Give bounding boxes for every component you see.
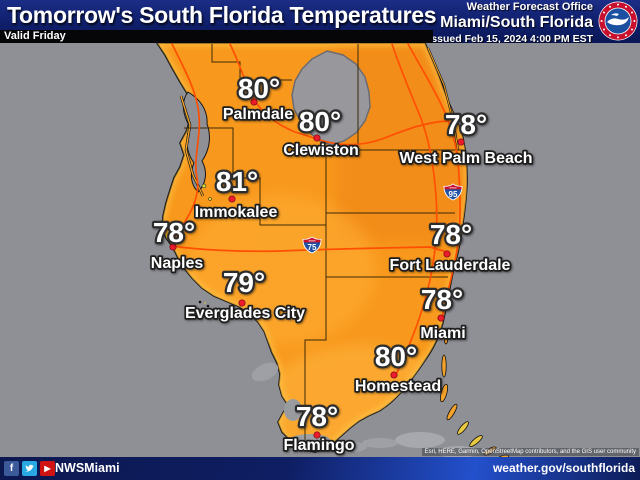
youtube-icon[interactable]: ▶: [40, 461, 55, 476]
station-labels: 80° Palmdale 80° Clewiston 78° West Palm…: [149, 71, 534, 456]
i75-shield-icon: 75: [302, 236, 322, 254]
barrier-island-fill: [180, 95, 204, 197]
city-marker-clewiston: [313, 134, 321, 142]
city-marker-immokalee: [228, 195, 236, 203]
island: [201, 183, 207, 189]
city-marker-homestead: [390, 371, 398, 379]
city-name-label: Naples: [151, 255, 204, 272]
facebook-icon[interactable]: f: [4, 461, 19, 476]
temperature-label: 80°: [375, 341, 417, 372]
issued-timestamp: Issued Feb 15, 2024 4:00 PM EST: [428, 33, 593, 46]
temperature-label: 79°: [223, 267, 265, 298]
city-name-label: West Palm Beach: [399, 150, 532, 167]
highways: [171, 43, 461, 376]
i95-shield-icon: 95: [443, 183, 463, 201]
city-name-label: Palmdale: [223, 106, 293, 123]
map-attribution: Esri, HERE, Garmin, OpenStreetMap contri…: [421, 448, 639, 456]
i95-number: 95: [449, 190, 458, 199]
city-markers: [169, 98, 465, 439]
city-name-label: Immokalee: [195, 204, 278, 221]
island: [208, 197, 212, 201]
temperature-label: 78°: [296, 401, 338, 432]
city-marker-fort-lauderdale: [443, 250, 451, 258]
city-name-label: Miami: [420, 325, 465, 342]
lake-okeechobee: [291, 50, 371, 146]
temperature-label: 78°: [421, 284, 463, 315]
social-account-name: NWSMiami: [55, 461, 120, 475]
temperature-label: 81°: [216, 166, 258, 197]
temperature-label: 78°: [430, 219, 472, 250]
temperature-label: 80°: [299, 106, 341, 137]
city-name-label: Fort Lauderdale: [390, 257, 511, 274]
office-block: Weather Forecast Office Miami/South Flor…: [428, 1, 593, 45]
temperature-label: 78°: [445, 109, 487, 140]
valid-label: Valid Friday: [4, 30, 66, 42]
valid-strip: Valid Friday: [0, 30, 433, 43]
social-icons: f ▶: [4, 461, 55, 476]
city-name-label: Clewiston: [283, 142, 359, 159]
office-name-line1: Weather Forecast Office: [466, 1, 593, 13]
city-name-label: Everglades City: [185, 305, 305, 322]
city-marker-west-palm-beach: [457, 138, 465, 146]
page-title: Tomorrow's South Florida Temperatures: [7, 2, 437, 28]
coastal-islets: [198, 300, 234, 315]
city-marker-flamingo: [313, 431, 321, 439]
header-bar: Tomorrow's South Florida Temperatures We…: [0, 0, 640, 45]
forecast-map: 75 95 80°: [0, 42, 640, 462]
map-area: 75 95 80°: [0, 42, 640, 462]
east-barrier-island-fill: [427, 47, 459, 151]
county-boundaries: [184, 44, 463, 451]
city-marker-palmdale: [250, 98, 258, 106]
city-name-label: Flamingo: [283, 437, 354, 454]
temperature-label: 78°: [153, 217, 195, 248]
city-name-label: Homestead: [355, 378, 441, 395]
city-marker-everglades-city: [238, 299, 246, 307]
temperature-label: 80°: [238, 73, 280, 104]
footer-bar: f ▶ NWSMiami weather.gov/southflorida: [0, 457, 640, 480]
twitter-icon[interactable]: [22, 461, 37, 476]
nws-logo-icon: [598, 1, 638, 41]
city-marker-naples: [169, 243, 177, 251]
website-url[interactable]: weather.gov/southflorida: [492, 461, 635, 475]
city-marker-miami: [437, 314, 445, 322]
office-name-line2: Miami/South Florida: [440, 13, 593, 31]
i75-number: 75: [308, 243, 317, 252]
